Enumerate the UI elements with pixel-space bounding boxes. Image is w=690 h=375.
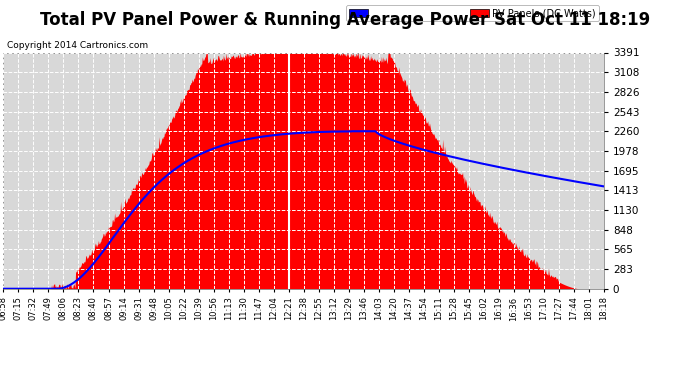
Text: Total PV Panel Power & Running Average Power Sat Oct 11 18:19: Total PV Panel Power & Running Average P…: [40, 11, 650, 29]
Text: Copyright 2014 Cartronics.com: Copyright 2014 Cartronics.com: [7, 41, 148, 50]
Legend: Average (DC Watts), PV Panels (DC Watts): Average (DC Watts), PV Panels (DC Watts): [346, 5, 599, 21]
